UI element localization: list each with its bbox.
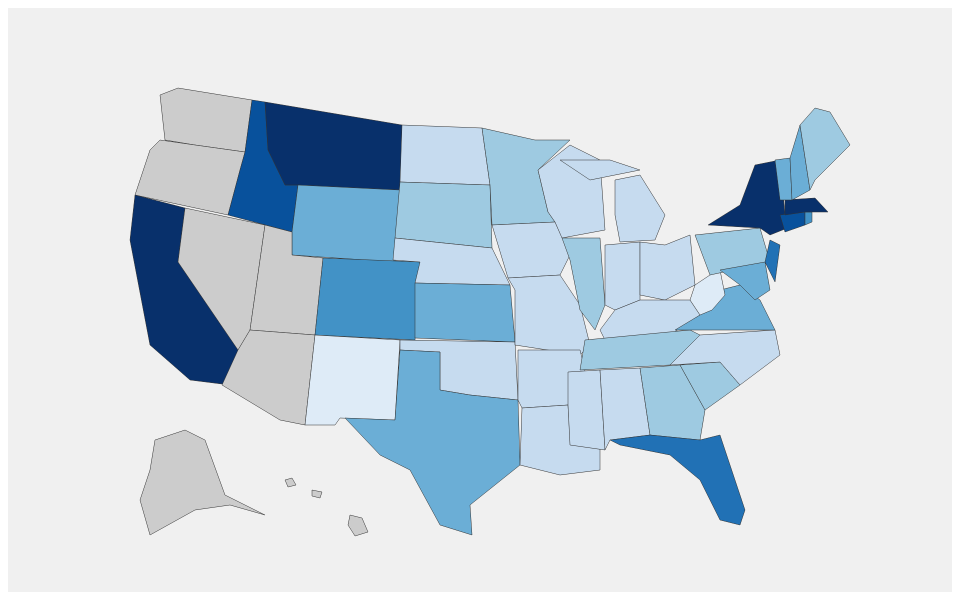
state-region	[609, 434, 746, 526]
state-region	[639, 364, 706, 441]
state-region	[669, 329, 781, 386]
state-region	[784, 197, 829, 216]
state-region	[604, 241, 641, 311]
state-region	[614, 174, 666, 243]
state-region	[347, 514, 369, 537]
state-region	[314, 257, 421, 341]
regions	[129, 87, 851, 537]
state-region	[304, 334, 401, 426]
state-region	[284, 477, 297, 488]
state-region	[799, 107, 851, 191]
state-region	[139, 429, 266, 536]
state-region	[491, 221, 571, 279]
state-region	[689, 269, 726, 316]
state-region	[561, 237, 606, 331]
state-region	[719, 261, 771, 301]
state-region	[291, 184, 401, 263]
state-region	[394, 181, 493, 249]
state-region	[344, 349, 521, 536]
state-region	[414, 282, 516, 343]
state-region	[764, 239, 781, 283]
state-region	[567, 369, 606, 451]
state-region	[311, 489, 323, 499]
state-region	[399, 124, 491, 186]
state-region	[559, 159, 641, 181]
